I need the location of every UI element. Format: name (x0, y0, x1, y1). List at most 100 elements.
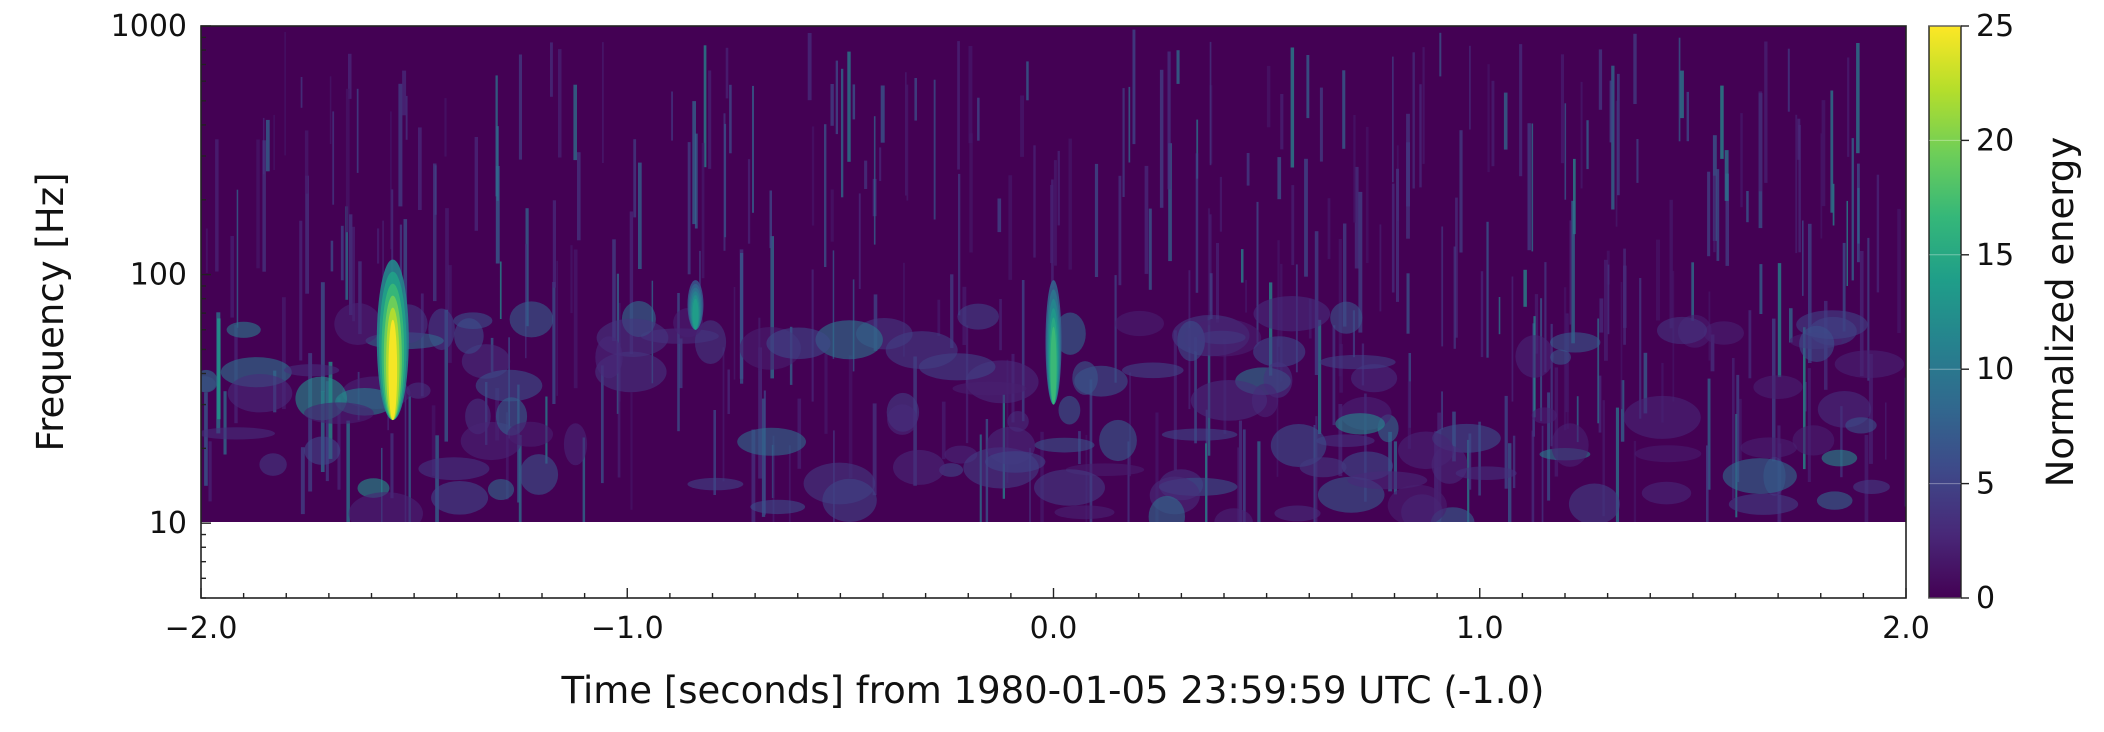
noise-streak (435, 435, 439, 522)
noise-streak (1365, 126, 1369, 264)
noise-streak (377, 228, 380, 264)
noise-streak (811, 126, 815, 226)
noise-streak (1469, 45, 1471, 130)
noise-streak (727, 369, 730, 414)
noise-streak (1598, 49, 1603, 110)
noise-streak (1033, 145, 1036, 258)
noise-streak (1534, 294, 1539, 354)
noise-streak (256, 139, 260, 269)
x-tick-label: 0.0 (1030, 611, 1078, 646)
noise-streak (1021, 280, 1025, 422)
noise-streak (352, 226, 355, 322)
noise-streak (1821, 100, 1826, 207)
noise-streak (1407, 381, 1411, 449)
noise-streak (1291, 185, 1295, 266)
noise-blob (1568, 483, 1620, 522)
noise-streak (1379, 224, 1382, 312)
x-tick-label: 2.0 (1882, 611, 1930, 646)
noise-streak (404, 383, 407, 522)
noise-streak (1173, 330, 1177, 471)
noise-blob (418, 457, 490, 481)
noise-streak (1554, 367, 1559, 477)
noise-blob (563, 423, 588, 466)
noise-blob (1641, 481, 1692, 505)
noise-streak (1795, 114, 1798, 254)
noise-streak (1364, 393, 1367, 502)
noise-streak (332, 111, 335, 205)
noise-streak (558, 49, 562, 158)
noise-streak (957, 41, 960, 170)
noise-streak (968, 46, 973, 144)
noise-streak (1332, 325, 1336, 426)
noise-streak (444, 309, 448, 442)
noise-streak (941, 401, 946, 460)
noise-streak (1129, 372, 1131, 477)
noise-streak (405, 95, 408, 140)
noise-streak (1797, 118, 1801, 160)
noise-streak (398, 83, 403, 207)
noise-streak (525, 208, 529, 327)
noise-blob (1657, 316, 1707, 345)
noise-blob (1058, 395, 1081, 425)
noise-streak (348, 53, 352, 99)
noise-streak (722, 347, 725, 482)
noise-blob (475, 369, 543, 402)
noise-streak (1851, 138, 1854, 281)
noise-blob (939, 463, 964, 477)
noise-streak (1176, 50, 1180, 84)
noise-streak (390, 433, 394, 499)
noise-streak (1617, 73, 1620, 196)
noise-streak (1241, 249, 1244, 283)
spectrogram-heatmap (201, 26, 1906, 522)
noise-streak (671, 91, 673, 141)
noise-streak (758, 347, 762, 479)
noise-streak (729, 84, 732, 154)
noise-streak (1280, 94, 1284, 150)
noise-streak (1656, 239, 1660, 321)
noise-streak (525, 244, 527, 359)
noise-blob (737, 427, 806, 456)
noise-streak (1486, 221, 1489, 358)
noise-streak (937, 299, 941, 336)
noise-streak (445, 208, 449, 313)
noise-streak (349, 214, 353, 315)
colorbar-tick-label: 5 (1976, 467, 1995, 502)
noise-streak (1544, 262, 1547, 373)
noise-streak (740, 253, 744, 384)
noise-streak (997, 198, 1002, 233)
noise-streak (1710, 334, 1715, 372)
noise-streak (1196, 119, 1199, 179)
noise-streak (1820, 133, 1823, 239)
noise-streak (1478, 421, 1481, 496)
noise-blob (957, 303, 999, 330)
noise-streak (950, 274, 954, 348)
noise-blob (750, 499, 806, 515)
noise-streak (1089, 379, 1093, 522)
noise-streak (969, 133, 973, 253)
noise-streak (1057, 150, 1060, 226)
noise-streak (204, 392, 208, 486)
noise-streak (577, 152, 581, 241)
noise-streak (617, 342, 621, 478)
noise-streak (1857, 187, 1860, 244)
noise-streak (1441, 391, 1443, 430)
noise-streak (1746, 191, 1749, 223)
noise-streak (1623, 248, 1626, 345)
noise-streak (1008, 175, 1013, 280)
noise-streak (1620, 282, 1623, 410)
noise-streak (1598, 375, 1602, 433)
noise-streak (1219, 176, 1222, 232)
noise-streak (761, 398, 766, 517)
noise-streak (282, 297, 286, 410)
noise-streak (434, 165, 437, 215)
noise-streak (1319, 87, 1323, 162)
noise-blob (766, 327, 831, 360)
noise-blob (1816, 491, 1853, 510)
noise-blob (1799, 325, 1835, 362)
colorbar: 0 5 10 15 20 25 Normalized energy (1928, 9, 2082, 616)
noise-streak (1269, 282, 1273, 376)
x-axis: −2.0 −1.0 0.0 1.0 2.0 (165, 588, 1930, 646)
colorbar-ticks: 0 5 10 15 20 25 (1929, 9, 2014, 616)
noise-blob (985, 451, 1046, 473)
noise-streak (1787, 48, 1790, 112)
